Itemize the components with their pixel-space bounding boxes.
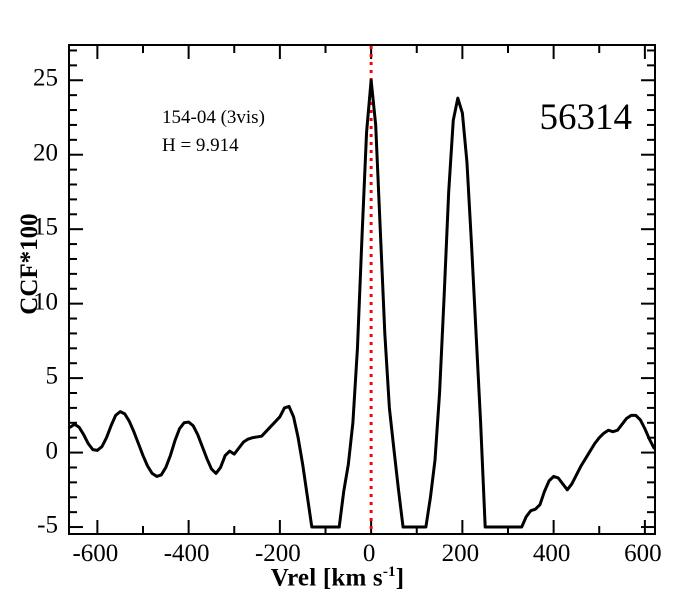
ccf-data-curve <box>70 78 654 529</box>
y-tick-label: 5 <box>45 362 59 390</box>
y-tick-label: 0 <box>45 437 59 465</box>
epoch-label: 56314 <box>539 97 633 138</box>
magnitude-label: H = 9.914 <box>162 135 239 156</box>
y-tick-label: -5 <box>37 511 58 539</box>
y-axis-title: CCF*100 <box>16 213 43 315</box>
x-tick-label: 200 <box>441 540 480 567</box>
y-tick-label: 25 <box>33 64 58 92</box>
x-axis-title-exponent: -1 <box>382 564 396 580</box>
x-tick-label: -200 <box>254 540 301 567</box>
x-tick-label: 600 <box>624 540 662 567</box>
x-tick-label: 0 <box>362 540 376 567</box>
y-tick-label: 10 <box>33 288 58 316</box>
x-axis-title: Vrel [km s-1] <box>0 564 675 592</box>
target-id-label: 154-04 (3vis) <box>162 107 265 128</box>
y-tick-label: 15 <box>33 213 58 241</box>
plot-area: 154-04 (3vis) H = 9.914 56314 <box>68 44 656 535</box>
x-axis-title-main: Vrel [km s <box>270 564 383 592</box>
x-tick-label: -600 <box>72 540 119 567</box>
ccf-curve-svg <box>70 46 654 533</box>
x-tick-label: -400 <box>163 540 210 567</box>
target-annotation-block: 154-04 (3vis) H = 9.914 <box>162 104 265 160</box>
y-tick-label: 20 <box>33 139 58 167</box>
x-tick-label: 400 <box>532 540 571 567</box>
x-axis-title-bracket: ] <box>395 564 405 592</box>
